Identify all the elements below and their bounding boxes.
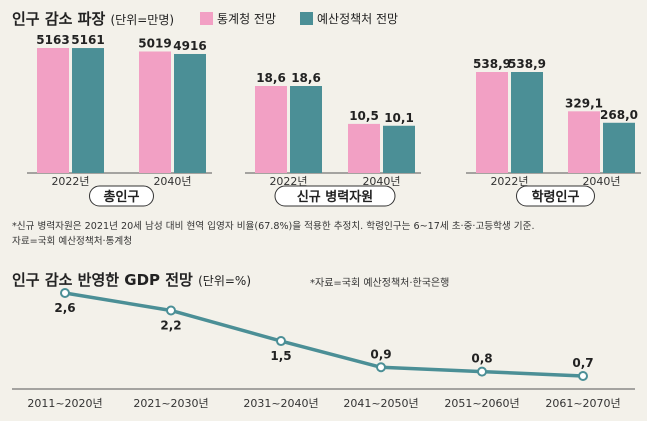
bar-value-label: 4916	[173, 39, 206, 53]
bottom-chart-source: *자료=국회 예산정책처·한국은행	[310, 278, 450, 289]
bar-value-label: 18,6	[291, 71, 321, 85]
data-point	[60, 288, 70, 298]
legend-item-nabo: 예산정책처 전망	[300, 10, 398, 27]
bar-value-label: 5019	[138, 36, 171, 50]
point-value-label: 2,2	[160, 318, 181, 332]
top-chart-title: 인구 감소 파장 (단위=만명)	[12, 10, 175, 28]
point-value-label: 2,6	[54, 301, 75, 315]
footnote-line-2: 자료=국회 예산정책처·통계청	[12, 236, 133, 247]
bar	[568, 111, 600, 173]
bar	[255, 86, 287, 173]
bar-value-label: 18,6	[256, 71, 286, 85]
legend-label-statistics: 통계청 전망	[217, 12, 277, 26]
legend-swatch-teal	[300, 12, 313, 25]
bar	[72, 48, 104, 174]
bar-value-label: 268,0	[600, 108, 638, 122]
point-value-label: 0,7	[572, 356, 593, 370]
point-value-label: 1,5	[270, 349, 291, 363]
period-label: 2051~2060년	[444, 397, 519, 410]
panel-label: 신규 병력자원	[297, 189, 373, 205]
bar-value-label: 10,1	[384, 111, 414, 125]
legend-label-nabo: 예산정책처 전망	[317, 12, 399, 26]
panel-label: 총인구	[104, 189, 140, 205]
period-label: 2031~2040년	[243, 397, 318, 410]
period-label: 2021~2030년	[133, 397, 208, 410]
bar	[139, 51, 171, 173]
legend-item-statistics: 통계청 전망	[200, 10, 276, 27]
gdp-line	[64, 291, 584, 378]
category-label: 2022년	[269, 175, 307, 188]
category-label: 2022년	[490, 175, 528, 188]
bar-value-label: 329,1	[565, 96, 603, 110]
bar	[383, 125, 415, 173]
panel-label-pill	[89, 185, 154, 207]
data-point	[276, 336, 286, 347]
top-chart-unit: (단위=만명)	[110, 13, 175, 27]
footnote-line-1: *신규 병력자원은 2021년 20세 남성 대비 현역 입영자 비율(67.8…	[12, 221, 535, 232]
point-value-label: 0,9	[370, 347, 391, 361]
panel-label: 학령인구	[532, 189, 580, 205]
bar-value-label: 10,5	[349, 109, 379, 123]
bar	[348, 123, 380, 173]
period-label: 2011~2020년	[27, 397, 102, 410]
panel-label-pill	[274, 185, 396, 207]
point-value-label: 0,8	[471, 352, 492, 366]
data-point	[578, 371, 588, 381]
bar	[290, 86, 322, 173]
data-point	[376, 362, 386, 373]
bar	[37, 48, 69, 173]
bar	[174, 53, 206, 173]
bar-value-label: 538,9	[473, 57, 511, 71]
bar-value-label: 5161	[71, 33, 104, 47]
panel-label-pill	[516, 185, 595, 207]
bar-value-label: 5163	[36, 33, 69, 47]
bar-value-label: 538,9	[508, 57, 546, 71]
category-label: 2022년	[51, 175, 89, 188]
period-label: 2061~2070년	[545, 397, 620, 410]
bottom-chart-unit: (단위=%)	[198, 274, 251, 288]
period-label: 2041~2050년	[343, 397, 418, 410]
data-point	[477, 366, 487, 377]
bottom-chart-title: 인구 감소 반영한 GDP 전망 (단위=%)	[12, 271, 251, 289]
legend-swatch-pink	[200, 12, 213, 25]
category-label: 2040년	[362, 175, 400, 188]
bar	[511, 72, 543, 173]
data-point	[166, 305, 176, 316]
bar	[603, 122, 635, 173]
category-label: 2040년	[582, 175, 620, 188]
category-label: 2040년	[153, 175, 191, 188]
bar	[476, 72, 508, 173]
